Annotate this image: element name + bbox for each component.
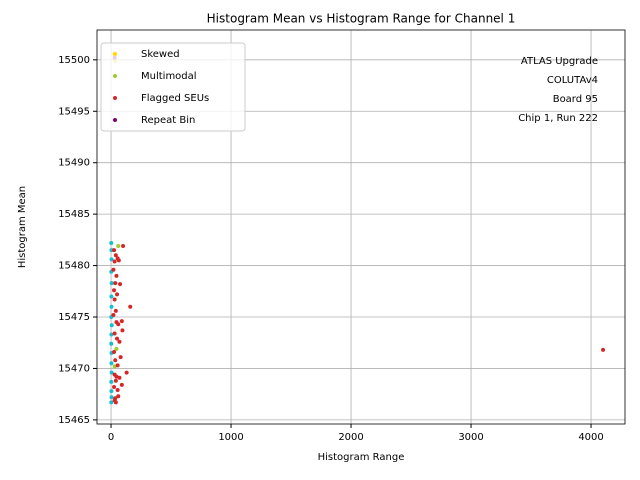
y-tick-label: 15500 xyxy=(58,55,90,66)
y-tick-label: 15475 xyxy=(58,312,90,323)
annotation-line: ATLAS Upgrade xyxy=(521,56,598,67)
annotation-line: Chip 1, Run 222 xyxy=(518,113,598,124)
point xyxy=(113,400,118,405)
x-tick-label: 3000 xyxy=(458,432,483,443)
y-axis-label: Histogram Mean xyxy=(17,186,28,268)
legend-label: Multimodal xyxy=(141,71,197,82)
point xyxy=(113,378,118,383)
point xyxy=(109,361,114,366)
point xyxy=(119,319,124,324)
legend: Skewed Multimodal Flagged SEUs Repeat Bin xyxy=(100,42,246,132)
point xyxy=(116,322,121,327)
point xyxy=(112,288,117,293)
point xyxy=(109,294,114,299)
point xyxy=(109,379,114,384)
point xyxy=(128,304,133,309)
point xyxy=(112,349,117,354)
legend-marker xyxy=(113,52,117,56)
y-tick-label: 15465 xyxy=(58,415,90,426)
point xyxy=(119,382,124,387)
annotation-line: COLUTAv4 xyxy=(547,75,598,86)
point xyxy=(120,328,125,333)
point xyxy=(109,240,114,245)
point xyxy=(117,375,122,380)
point xyxy=(112,331,117,336)
legend-marker xyxy=(113,96,117,100)
point xyxy=(109,389,114,394)
legend-box xyxy=(100,42,246,132)
legend-label: Flagged SEUs xyxy=(141,93,209,104)
point xyxy=(115,363,120,368)
point xyxy=(109,304,114,309)
ticks: 0 1000 2000 3000 4000 15465 15470 15475 15480 154… xyxy=(58,55,604,443)
x-tick-label: 4000 xyxy=(578,432,603,443)
x-tick-label: 2000 xyxy=(338,432,363,443)
point xyxy=(112,259,117,264)
point xyxy=(109,281,114,286)
point xyxy=(115,292,120,297)
point xyxy=(116,394,121,399)
y-tick-label: 15495 xyxy=(58,106,90,117)
point xyxy=(113,281,118,286)
point xyxy=(109,400,114,405)
point xyxy=(109,395,114,400)
x-tick-label: 0 xyxy=(108,432,114,443)
point xyxy=(112,384,117,389)
y-tick-label: 15480 xyxy=(58,261,90,272)
point xyxy=(115,336,120,341)
y-tick-label: 15490 xyxy=(58,158,90,169)
point xyxy=(121,244,126,249)
annotation: ATLAS Upgrade COLUTAv4 Board 95 Chip 1, Run… xyxy=(518,56,598,124)
point xyxy=(117,339,122,344)
point xyxy=(114,273,119,278)
point xyxy=(109,341,114,346)
x-axis-label: Histogram Range xyxy=(318,452,405,463)
plot-frame xyxy=(96,29,626,425)
legend-marker xyxy=(113,118,117,122)
point xyxy=(113,308,118,313)
point xyxy=(114,346,119,351)
point xyxy=(118,355,123,360)
point xyxy=(112,364,117,369)
point xyxy=(112,248,117,253)
point xyxy=(118,282,123,287)
chart-title: Histogram Mean vs Histogram Range for Ch… xyxy=(207,12,516,26)
point xyxy=(109,332,114,337)
legend-label: Repeat Bin xyxy=(141,115,195,126)
point xyxy=(113,253,118,258)
y-tick-label: 15485 xyxy=(58,209,90,220)
point xyxy=(113,358,118,363)
point xyxy=(601,347,606,352)
point xyxy=(116,258,121,263)
point xyxy=(109,257,114,262)
legend-marker xyxy=(113,74,117,78)
point xyxy=(112,297,117,302)
point xyxy=(116,244,121,249)
point xyxy=(109,370,114,375)
annotation-line: Board 95 xyxy=(553,94,598,105)
point xyxy=(115,388,120,393)
y-tick-label: 15470 xyxy=(58,363,90,374)
point xyxy=(111,267,116,272)
point xyxy=(114,374,119,379)
point xyxy=(111,312,116,317)
point xyxy=(124,370,129,375)
point xyxy=(109,323,114,328)
legend-label: Skewed xyxy=(141,49,180,60)
x-tick-label: 1000 xyxy=(218,432,243,443)
